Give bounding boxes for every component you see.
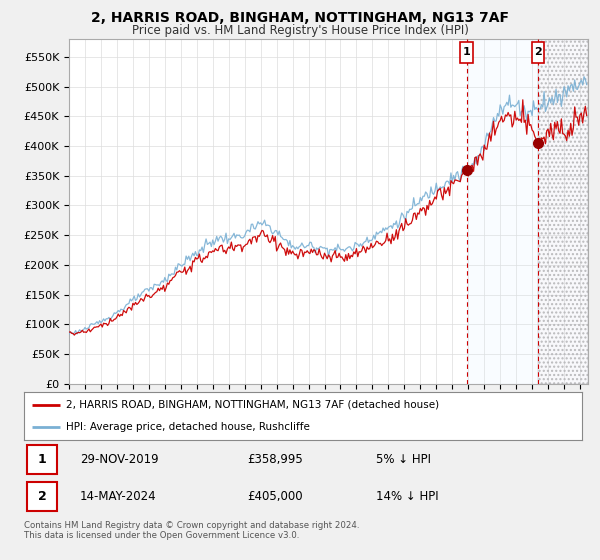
Text: Contains HM Land Registry data © Crown copyright and database right 2024.
This d: Contains HM Land Registry data © Crown c… bbox=[24, 521, 359, 540]
Text: 2: 2 bbox=[38, 490, 47, 503]
FancyBboxPatch shape bbox=[460, 42, 473, 63]
Text: £405,000: £405,000 bbox=[247, 490, 303, 503]
Text: Price paid vs. HM Land Registry's House Price Index (HPI): Price paid vs. HM Land Registry's House … bbox=[131, 24, 469, 37]
Text: £358,995: £358,995 bbox=[247, 453, 303, 466]
Text: 29-NOV-2019: 29-NOV-2019 bbox=[80, 453, 158, 466]
FancyBboxPatch shape bbox=[532, 42, 544, 63]
Text: 1: 1 bbox=[38, 453, 47, 466]
Bar bbox=[538, 39, 588, 384]
FancyBboxPatch shape bbox=[27, 482, 58, 511]
Bar bbox=[538, 39, 588, 384]
Text: 14% ↓ HPI: 14% ↓ HPI bbox=[376, 490, 438, 503]
Text: 1: 1 bbox=[463, 47, 470, 57]
Text: HPI: Average price, detached house, Rushcliffe: HPI: Average price, detached house, Rush… bbox=[66, 422, 310, 432]
Text: 14-MAY-2024: 14-MAY-2024 bbox=[80, 490, 157, 503]
FancyBboxPatch shape bbox=[27, 445, 58, 474]
Text: 2, HARRIS ROAD, BINGHAM, NOTTINGHAM, NG13 7AF (detached house): 2, HARRIS ROAD, BINGHAM, NOTTINGHAM, NG1… bbox=[66, 400, 439, 410]
Text: 2: 2 bbox=[534, 47, 542, 57]
Text: 5% ↓ HPI: 5% ↓ HPI bbox=[376, 453, 431, 466]
Bar bbox=[467, 39, 538, 384]
Text: 2, HARRIS ROAD, BINGHAM, NOTTINGHAM, NG13 7AF: 2, HARRIS ROAD, BINGHAM, NOTTINGHAM, NG1… bbox=[91, 11, 509, 25]
